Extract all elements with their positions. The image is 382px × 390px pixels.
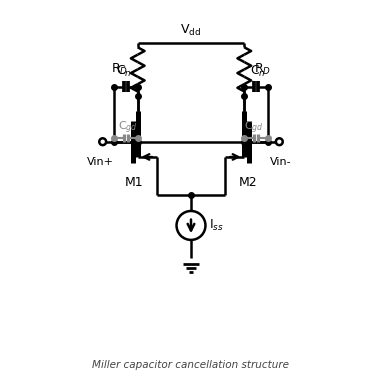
Text: Miller capacitor cancellation structure: Miller capacitor cancellation structure <box>92 360 290 370</box>
Text: I$_{ss}$: I$_{ss}$ <box>209 218 224 233</box>
Text: M2: M2 <box>239 176 257 189</box>
Text: R$_D$: R$_D$ <box>111 62 128 77</box>
Text: Vin+: Vin+ <box>87 157 114 167</box>
Text: C$_n$: C$_n$ <box>250 64 266 79</box>
Text: C$_{gd}$: C$_{gd}$ <box>244 120 264 136</box>
Text: C$_{gd}$: C$_{gd}$ <box>118 120 138 136</box>
Text: R$_D$: R$_D$ <box>254 62 271 77</box>
Text: M1: M1 <box>125 176 143 189</box>
Text: V$_{\rm dd}$: V$_{\rm dd}$ <box>180 23 202 38</box>
Text: C$_n$: C$_n$ <box>116 64 132 79</box>
Text: Vin-: Vin- <box>270 157 292 167</box>
